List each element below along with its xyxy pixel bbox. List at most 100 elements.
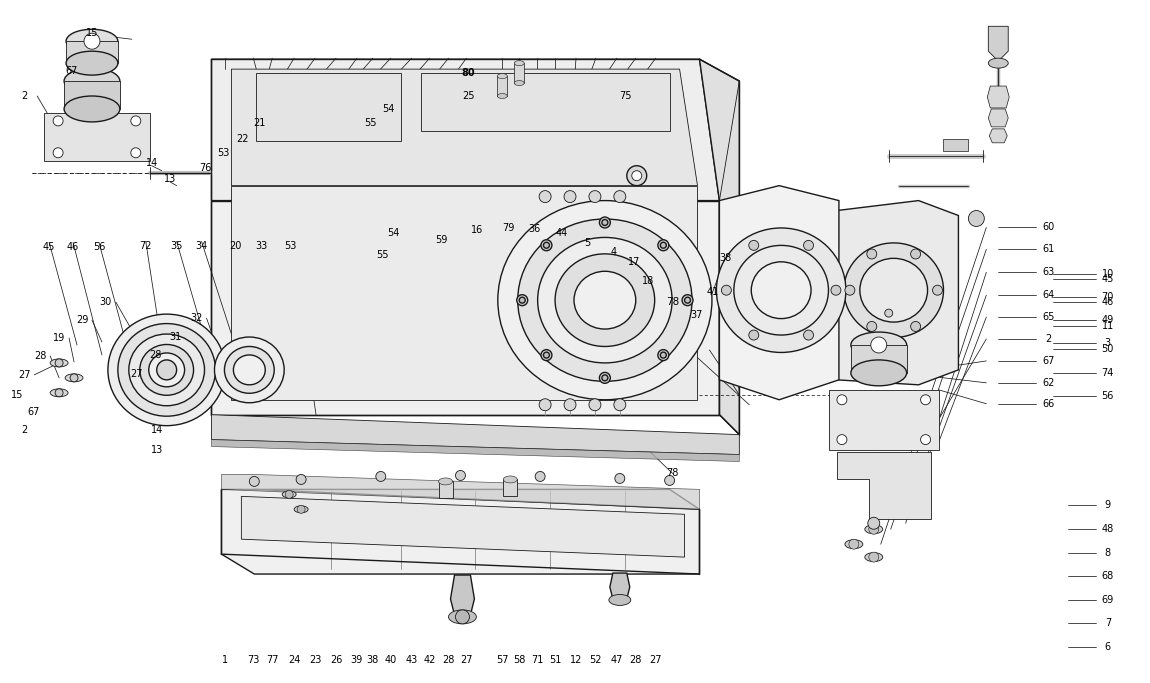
Ellipse shape <box>51 389 68 397</box>
Text: 27: 27 <box>18 370 31 380</box>
Polygon shape <box>989 129 1007 143</box>
Circle shape <box>599 372 611 383</box>
Ellipse shape <box>148 353 185 387</box>
Circle shape <box>911 249 921 259</box>
Text: 19: 19 <box>53 333 66 343</box>
Polygon shape <box>421 73 669 131</box>
Ellipse shape <box>851 332 906 358</box>
Circle shape <box>849 539 859 549</box>
Text: 26: 26 <box>330 655 343 665</box>
Circle shape <box>250 477 259 486</box>
Text: 1: 1 <box>222 655 229 665</box>
Text: 42: 42 <box>423 655 436 665</box>
Polygon shape <box>212 415 739 455</box>
Ellipse shape <box>438 478 452 485</box>
Circle shape <box>614 191 626 203</box>
Text: 51: 51 <box>549 655 561 665</box>
Polygon shape <box>256 73 400 141</box>
Polygon shape <box>837 451 930 519</box>
Circle shape <box>131 148 140 158</box>
Ellipse shape <box>51 359 68 367</box>
Text: 35: 35 <box>170 241 183 251</box>
Text: 28: 28 <box>34 351 46 361</box>
Text: 56: 56 <box>93 242 105 253</box>
Circle shape <box>601 219 608 225</box>
Text: 23: 23 <box>309 655 321 665</box>
Circle shape <box>539 191 551 203</box>
Text: 30: 30 <box>100 297 112 307</box>
Ellipse shape <box>851 360 906 386</box>
Ellipse shape <box>845 540 862 548</box>
Text: 13: 13 <box>151 445 163 455</box>
Text: 3: 3 <box>1105 338 1111 348</box>
Text: 4: 4 <box>611 247 616 257</box>
Polygon shape <box>242 497 684 557</box>
Polygon shape <box>212 201 720 415</box>
Text: 67: 67 <box>66 66 78 76</box>
Polygon shape <box>988 109 1009 127</box>
Text: 27: 27 <box>650 655 662 665</box>
Text: 68: 68 <box>1102 571 1114 581</box>
Text: 45: 45 <box>43 242 55 253</box>
Text: 65: 65 <box>1042 312 1055 322</box>
Text: 73: 73 <box>247 655 260 665</box>
Text: 20: 20 <box>229 241 242 251</box>
Circle shape <box>682 294 693 306</box>
Circle shape <box>156 360 177 380</box>
Text: 28: 28 <box>629 655 642 665</box>
Ellipse shape <box>865 553 883 561</box>
Text: 53: 53 <box>284 241 297 251</box>
Circle shape <box>540 240 552 251</box>
Text: 38: 38 <box>719 253 731 264</box>
Circle shape <box>84 33 100 49</box>
Polygon shape <box>497 76 507 96</box>
Circle shape <box>749 330 759 340</box>
Circle shape <box>455 471 466 480</box>
Text: 48: 48 <box>1102 525 1114 534</box>
Text: 46: 46 <box>1102 297 1114 307</box>
Ellipse shape <box>860 258 928 322</box>
Text: 53: 53 <box>217 148 230 158</box>
Circle shape <box>749 240 759 251</box>
Text: 34: 34 <box>196 241 208 251</box>
Circle shape <box>665 475 675 486</box>
Ellipse shape <box>140 344 193 395</box>
Circle shape <box>516 294 528 306</box>
Circle shape <box>564 191 576 203</box>
Ellipse shape <box>716 228 846 352</box>
Circle shape <box>884 309 892 317</box>
Polygon shape <box>222 490 699 574</box>
Circle shape <box>297 475 306 484</box>
Ellipse shape <box>514 81 524 85</box>
Text: 31: 31 <box>169 332 182 342</box>
Text: 67: 67 <box>1042 356 1055 366</box>
Text: 71: 71 <box>531 655 543 665</box>
Polygon shape <box>610 573 630 599</box>
Text: 8: 8 <box>1105 548 1111 558</box>
Circle shape <box>520 297 526 303</box>
Ellipse shape <box>988 58 1009 68</box>
Circle shape <box>615 473 624 484</box>
Circle shape <box>867 322 876 331</box>
Polygon shape <box>212 59 720 201</box>
Text: 76: 76 <box>199 163 212 173</box>
Circle shape <box>614 399 626 410</box>
Circle shape <box>55 359 63 367</box>
Ellipse shape <box>518 219 692 381</box>
Polygon shape <box>451 575 475 615</box>
Polygon shape <box>851 345 906 373</box>
Text: 28: 28 <box>150 350 162 360</box>
Circle shape <box>53 116 63 126</box>
Ellipse shape <box>608 594 630 605</box>
Text: 55: 55 <box>376 251 389 260</box>
Circle shape <box>837 395 846 405</box>
Polygon shape <box>699 59 739 434</box>
Polygon shape <box>988 26 1009 61</box>
Circle shape <box>589 191 601 203</box>
Polygon shape <box>212 440 739 462</box>
Ellipse shape <box>64 68 120 94</box>
Polygon shape <box>988 86 1010 108</box>
Text: 41: 41 <box>706 287 719 297</box>
Text: 18: 18 <box>642 276 654 286</box>
Circle shape <box>601 375 608 381</box>
